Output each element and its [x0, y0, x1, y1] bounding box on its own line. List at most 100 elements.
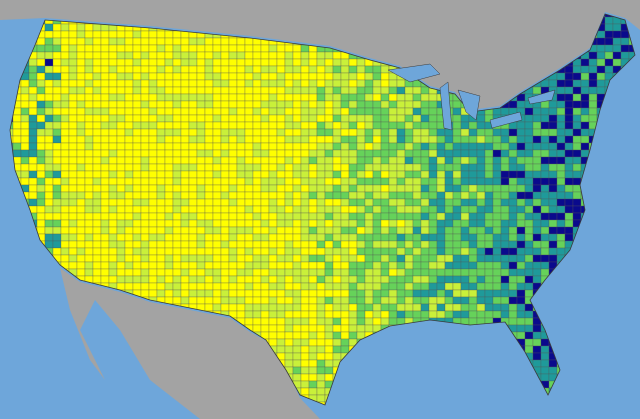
county-cell [372, 198, 382, 207]
county-cell [580, 79, 590, 88]
county-cell [396, 170, 406, 179]
county-cell [292, 142, 302, 151]
county-cell [236, 93, 246, 102]
county-cell [84, 44, 94, 53]
county-cell [180, 163, 190, 172]
county-cell [396, 163, 406, 172]
county-cell [548, 219, 558, 228]
county-cell [388, 156, 398, 165]
county-cell [116, 212, 126, 221]
county-cell [140, 156, 150, 165]
county-cell [388, 247, 398, 256]
county-cell [540, 121, 550, 130]
county-cell [364, 268, 374, 277]
county-cell [172, 247, 182, 256]
county-cell [564, 86, 574, 95]
county-cell [316, 100, 326, 109]
county-cell [516, 135, 526, 144]
county-cell [324, 289, 334, 298]
county-cell [468, 156, 478, 165]
county-cell [172, 149, 182, 158]
county-cell [316, 219, 326, 228]
county-cell [276, 212, 286, 221]
county-cell [300, 226, 310, 235]
county-cell [52, 198, 62, 207]
county-cell [364, 240, 374, 249]
county-cell [196, 44, 206, 53]
county-cell [292, 135, 302, 144]
county-cell [452, 233, 462, 242]
county-cell [164, 135, 174, 144]
county-cell [308, 107, 318, 116]
county-cell [276, 296, 286, 305]
county-cell [236, 100, 246, 109]
county-cell [316, 93, 326, 102]
county-cell [220, 219, 230, 228]
county-cell [148, 156, 158, 165]
county-cell [556, 86, 566, 95]
county-cell [36, 156, 46, 165]
county-cell [308, 261, 318, 270]
county-cell [284, 226, 294, 235]
county-cell [300, 86, 310, 95]
county-cell [308, 65, 318, 74]
county-cell [172, 51, 182, 60]
county-cell [572, 198, 582, 207]
county-cell [324, 219, 334, 228]
county-cell [148, 247, 158, 256]
county-cell [12, 121, 22, 130]
county-cell [292, 219, 302, 228]
county-cell [404, 254, 414, 263]
county-cell [404, 296, 414, 305]
county-cell [44, 65, 54, 74]
county-cell [356, 142, 366, 151]
county-cell [548, 128, 558, 137]
county-cell [124, 65, 134, 74]
county-cell [332, 254, 342, 263]
county-cell [276, 310, 286, 319]
county-cell [204, 156, 214, 165]
county-cell [188, 121, 198, 130]
county-cell [140, 121, 150, 130]
county-cell [436, 177, 446, 186]
county-cell [236, 240, 246, 249]
county-cell [492, 233, 502, 242]
county-cell [252, 324, 262, 333]
county-cell [212, 268, 222, 277]
county-cell [380, 310, 390, 319]
county-cell [380, 254, 390, 263]
county-cell [156, 93, 166, 102]
county-cell [316, 128, 326, 137]
county-cell [108, 30, 118, 39]
county-cell [412, 93, 422, 102]
county-cell [452, 107, 462, 116]
county-cell [308, 338, 318, 347]
county-cell [20, 135, 30, 144]
county-cell [180, 240, 190, 249]
county-cell [308, 233, 318, 242]
county-cell [52, 156, 62, 165]
county-cell [236, 233, 246, 242]
county-cell [172, 226, 182, 235]
county-cell [316, 58, 326, 67]
county-cell [324, 296, 334, 305]
county-cell [532, 331, 542, 340]
county-cell [380, 240, 390, 249]
county-cell [148, 135, 158, 144]
county-cell [372, 100, 382, 109]
county-cell [260, 289, 270, 298]
county-cell [548, 212, 558, 221]
county-cell [340, 142, 350, 151]
county-cell [268, 114, 278, 123]
county-cell [292, 44, 302, 53]
county-cell [332, 247, 342, 256]
county-cell [164, 121, 174, 130]
county-cell [356, 198, 366, 207]
county-cell [364, 156, 374, 165]
county-cell [100, 65, 110, 74]
county-cell [324, 373, 334, 382]
county-cell [108, 135, 118, 144]
county-cell [148, 86, 158, 95]
county-cell [236, 261, 246, 270]
county-cell [404, 226, 414, 235]
